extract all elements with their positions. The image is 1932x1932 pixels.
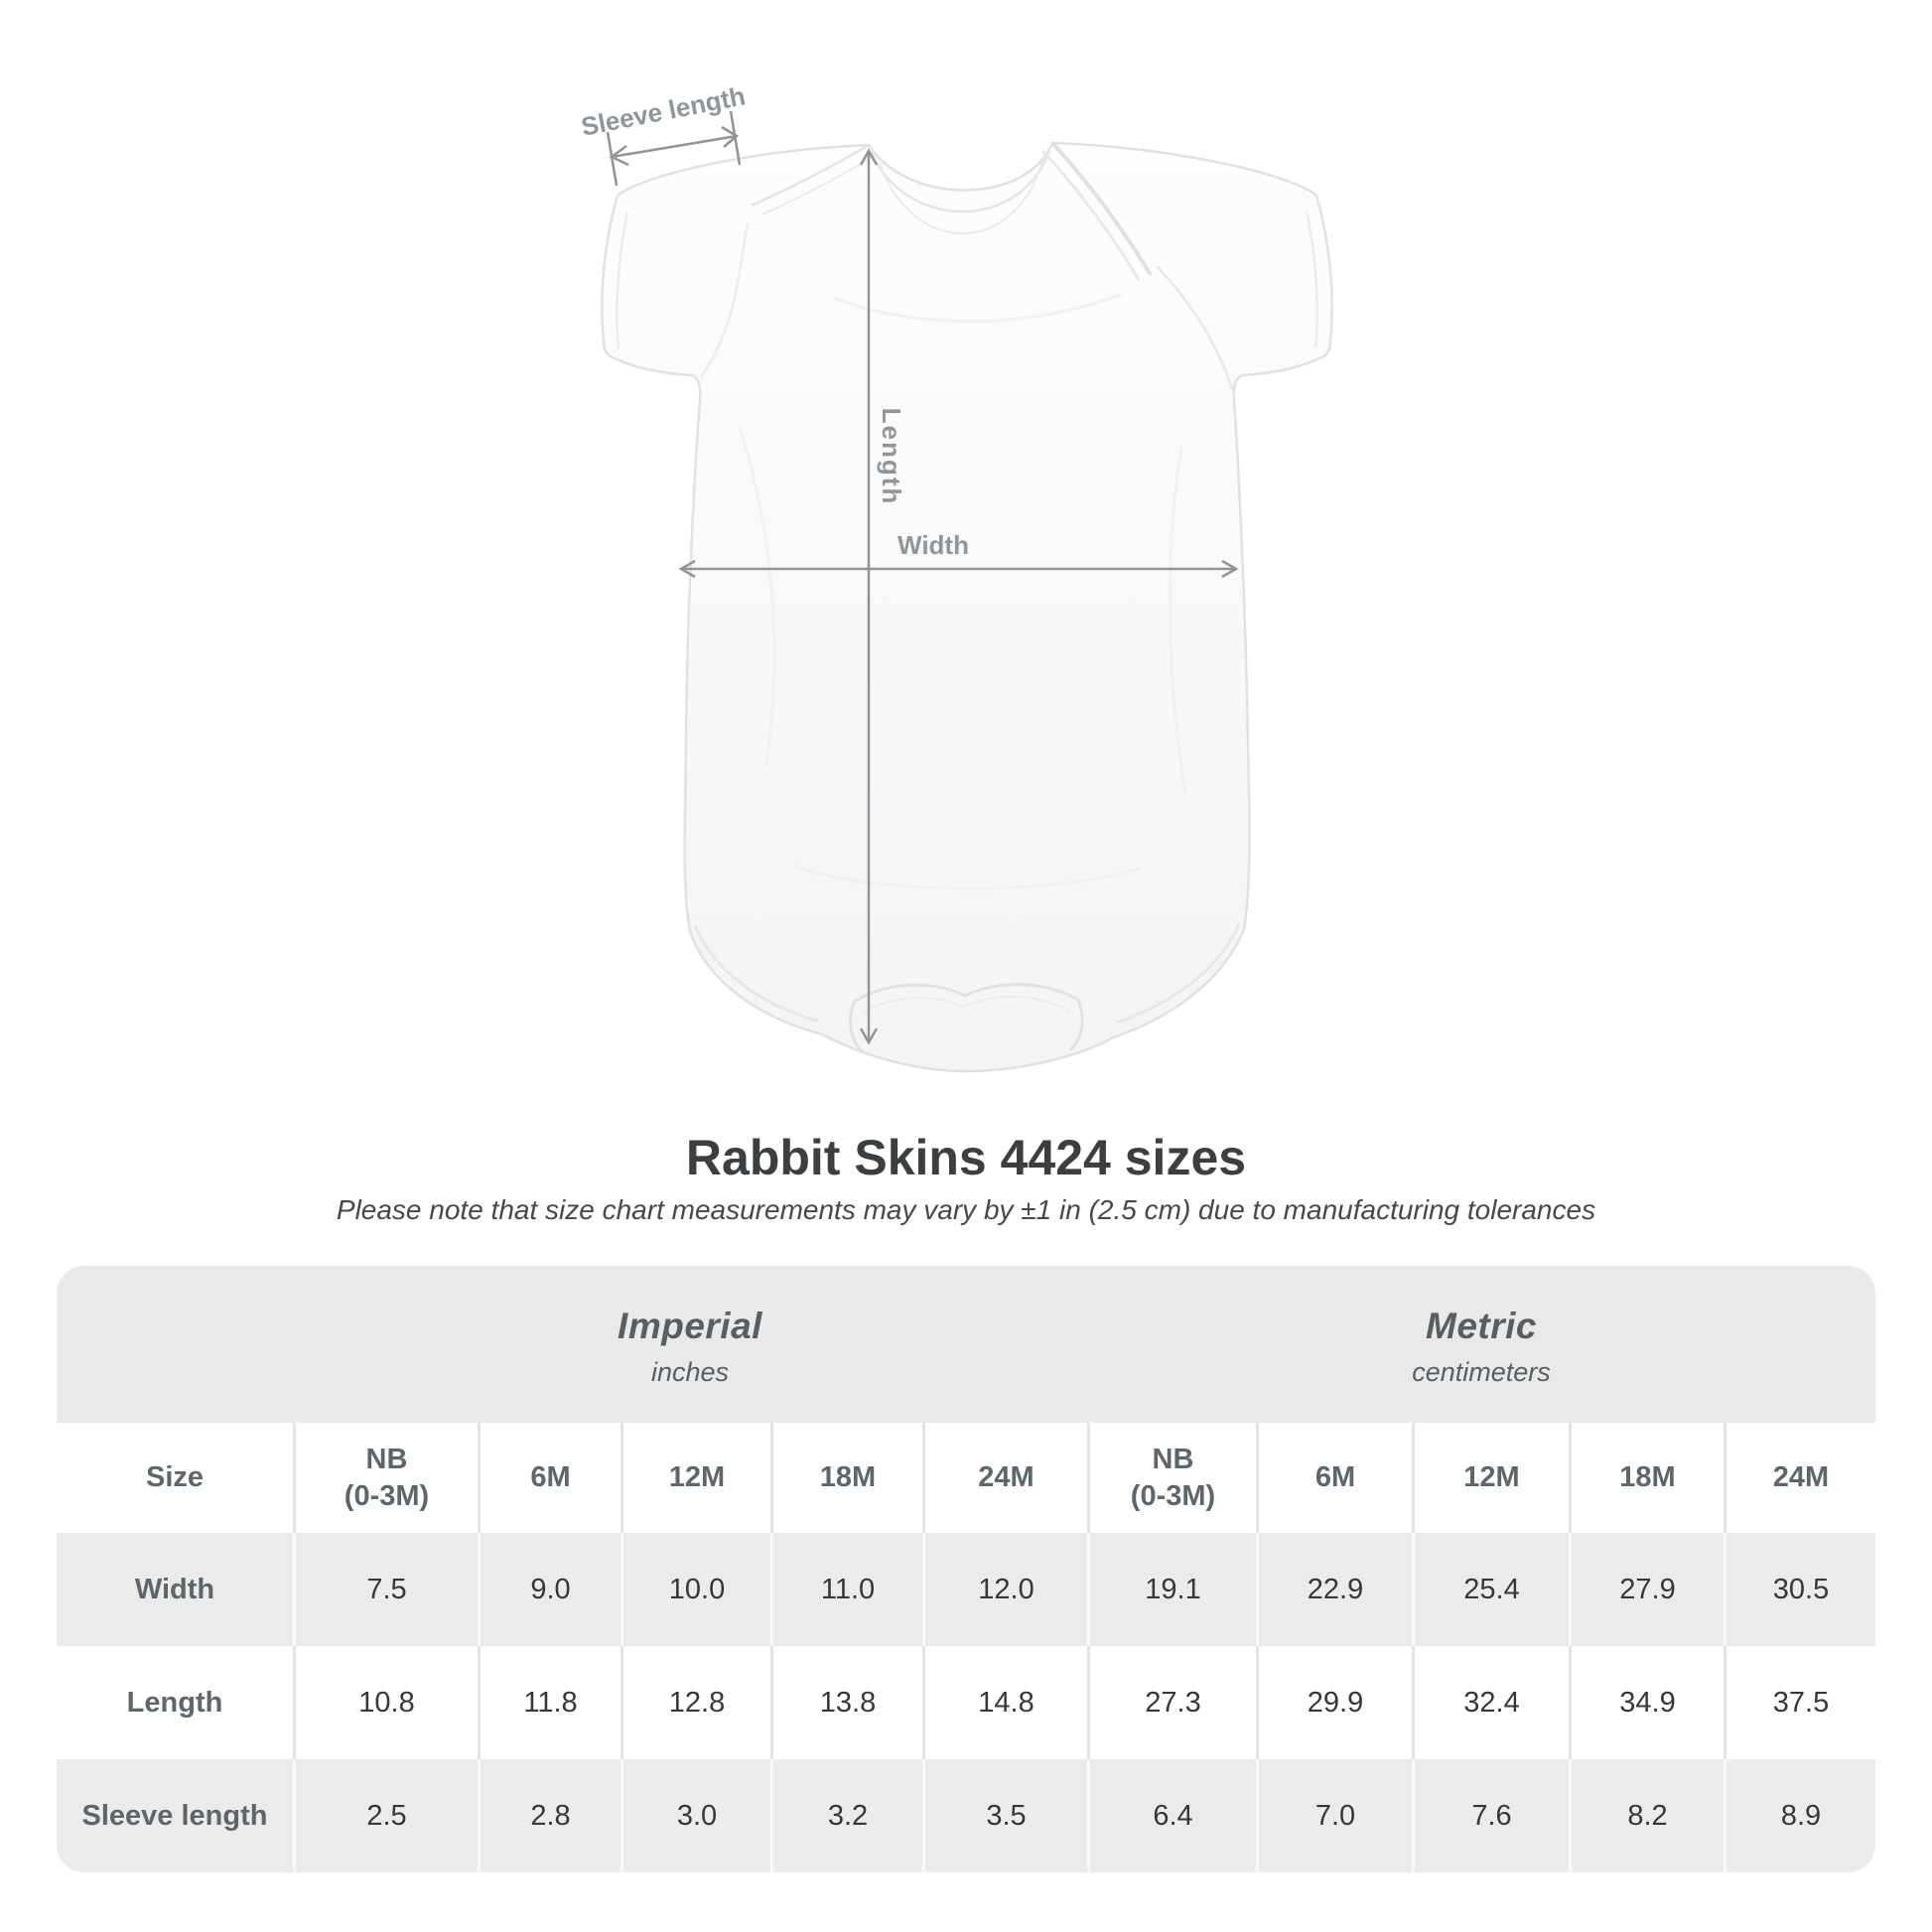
cell-value: 8.9 (1724, 1759, 1875, 1872)
cell-value: 30.5 (1724, 1533, 1875, 1646)
width-arrow (678, 559, 1239, 579)
cell-value: 22.9 (1256, 1533, 1412, 1646)
imperial-group-header: Imperial inches (293, 1266, 1087, 1423)
cell-value: 7.5 (293, 1533, 478, 1646)
cell-value: 13.8 (770, 1646, 922, 1759)
cell-value: 11.8 (478, 1646, 621, 1759)
size-header-row: Size NB (0-3M) 6M 12M 18M 24M NB (0-3M) … (57, 1423, 1875, 1533)
cell-value: 37.5 (1724, 1646, 1875, 1759)
cell-value: 19.1 (1087, 1533, 1256, 1646)
column-header: 12M (621, 1423, 770, 1533)
cell-value: 10.8 (293, 1646, 478, 1759)
cell-value: 12.8 (621, 1646, 770, 1759)
cell-value: 3.5 (922, 1759, 1087, 1872)
metric-group-header: Metric centimeters (1087, 1266, 1875, 1423)
width-label: Width (897, 530, 969, 560)
cell-value: 14.8 (922, 1646, 1087, 1759)
cell-value: 12.0 (922, 1533, 1087, 1646)
cell-value: 7.0 (1256, 1759, 1412, 1872)
table-row-width: Width 7.5 9.0 10.0 11.0 12.0 19.1 22.9 2… (57, 1533, 1875, 1646)
imperial-unit: inches (650, 1356, 730, 1387)
column-header: NB (0-3M) (293, 1423, 478, 1533)
column-header: 24M (1724, 1423, 1875, 1533)
cell-value: 7.6 (1412, 1759, 1569, 1872)
metric-label: Metric (1426, 1305, 1537, 1346)
cell-value: 2.8 (478, 1759, 621, 1872)
cell-value: 11.0 (770, 1533, 922, 1646)
cell-value: 32.4 (1412, 1646, 1569, 1759)
cell-value: 10.0 (621, 1533, 770, 1646)
corner-header: Size (145, 1461, 205, 1494)
imperial-label: Imperial (618, 1305, 762, 1346)
table-row-length: Length 10.8 11.8 12.8 13.8 14.8 27.3 29.… (57, 1646, 1875, 1759)
cell-value: 29.9 (1256, 1646, 1412, 1759)
length-label: Length (877, 407, 906, 506)
fabric-folds (738, 292, 1187, 891)
cell-value: 6.4 (1087, 1759, 1256, 1872)
table-row-sleeve-length: Sleeve length 2.5 2.8 3.0 3.2 3.5 6.4 7.… (57, 1759, 1875, 1872)
column-header: 6M (478, 1423, 621, 1533)
cell-value: 27.9 (1569, 1533, 1724, 1646)
cell-value: 9.0 (478, 1533, 621, 1646)
bodysuit-diagram (601, 110, 1333, 1073)
metric-unit: centimeters (1412, 1356, 1551, 1387)
cell-value: 25.4 (1412, 1533, 1569, 1646)
column-header: 18M (770, 1423, 922, 1533)
cell-value: 27.3 (1087, 1646, 1256, 1759)
column-header: 18M (1569, 1423, 1724, 1533)
measurement-arrows (606, 110, 1239, 1045)
unit-group-band: Imperial inches Metric centimeters (57, 1266, 1875, 1423)
cell-value: 3.0 (621, 1759, 770, 1872)
column-header: NB (0-3M) (1087, 1423, 1256, 1533)
bodysuit-outline (601, 141, 1333, 1073)
size-table: Imperial inches Metric centimeters Size … (57, 1266, 1875, 1872)
column-header: 12M (1412, 1423, 1569, 1533)
row-label: Sleeve length (81, 1799, 268, 1832)
cell-value: 3.2 (770, 1759, 922, 1872)
sleeve-length-arrow (606, 110, 742, 187)
column-header: 24M (922, 1423, 1087, 1533)
length-arrow (859, 148, 879, 1045)
column-header: 6M (1256, 1423, 1412, 1533)
page-subtitle: Please note that size chart measurements… (336, 1194, 1596, 1225)
row-label: Length (126, 1686, 223, 1719)
page-title: Rabbit Skins 4424 sizes (685, 1130, 1247, 1185)
cell-value: 34.9 (1569, 1646, 1724, 1759)
cell-value: 2.5 (293, 1759, 478, 1872)
row-label: Width (134, 1573, 215, 1605)
cell-value: 8.2 (1569, 1759, 1724, 1872)
